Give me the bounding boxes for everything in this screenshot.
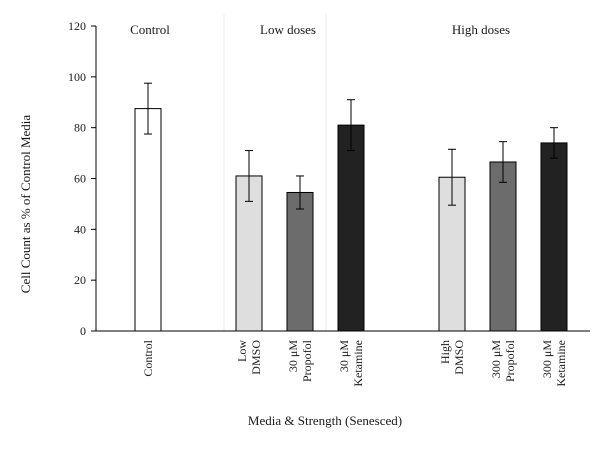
group-header: High doses — [452, 22, 510, 37]
group-header: Low doses — [260, 22, 316, 37]
group-separators — [223, 14, 327, 331]
y-axis-label: Cell Count as % of Control Media — [18, 115, 33, 294]
bar — [489, 161, 517, 332]
y-tick-label: 100 — [68, 70, 86, 84]
x-tick-label: Control — [141, 339, 155, 376]
bar — [134, 108, 162, 332]
bar — [286, 191, 314, 332]
bar — [337, 124, 365, 332]
x-tick-label-line: 30 μM — [337, 340, 351, 372]
y-tick-label: 0 — [80, 324, 86, 338]
x-tick-label-line: Low — [235, 340, 249, 362]
x-tick-label: High DMSO — [438, 340, 466, 375]
x-tick-label-line: Propofol — [503, 339, 517, 382]
error-bars — [144, 82, 558, 210]
x-tick-labels: Control Low DMSO 30 μM Propofol 30 μM Ketamine… — [141, 339, 568, 386]
group-headers: Control Low doses High doses — [130, 22, 510, 37]
y-tick-label: 80 — [74, 121, 86, 135]
y-tick-label: 120 — [68, 19, 86, 33]
x-tick-label: 30 μM Propofol — [286, 339, 314, 382]
x-tick-label: 300 μM Ketamine — [540, 340, 568, 387]
y-ticks: 0 20 40 60 80 100 120 — [68, 19, 96, 338]
x-tick-label-line: DMSO — [452, 340, 466, 375]
x-tick-label: Low DMSO — [235, 340, 263, 375]
x-tick-label-line: 300 μM — [489, 340, 503, 378]
y-tick-label: 40 — [74, 222, 86, 236]
group-header: Control — [130, 22, 170, 37]
x-tick-label-line: 30 μM — [286, 340, 300, 372]
y-tick-label: 60 — [74, 172, 86, 186]
x-axis-label: Media & Strength (Senesced) — [248, 413, 402, 428]
x-tick-label-line: Propofol — [300, 339, 314, 382]
bar — [540, 142, 568, 332]
x-tick-label-line: Control — [141, 339, 155, 376]
x-tick-label: 30 μM Ketamine — [337, 340, 365, 387]
x-tick-label-line: Ketamine — [351, 340, 365, 387]
x-tick-label-line: 300 μM — [540, 340, 554, 378]
x-tick-label-line: DMSO — [249, 340, 263, 375]
x-tick-label-line: High — [438, 340, 452, 364]
bars — [134, 108, 568, 332]
x-tick-label: 300 μM Propofol — [489, 339, 517, 382]
x-tick-label-line: Ketamine — [554, 340, 568, 387]
y-tick-label: 20 — [74, 273, 86, 287]
